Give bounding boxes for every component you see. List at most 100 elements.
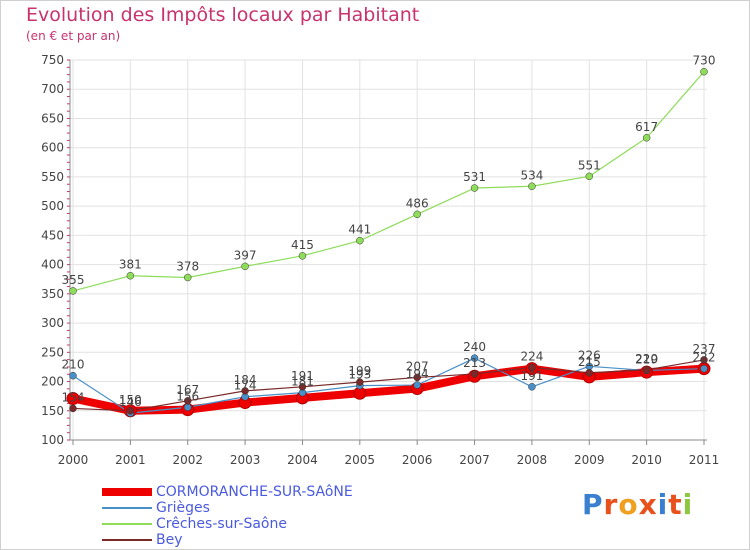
data-point [356, 378, 364, 386]
data-point [241, 387, 249, 395]
logo-letter: P [582, 488, 604, 521]
data-point [528, 383, 536, 391]
data-label: 224 [520, 350, 543, 364]
y-tick-label: 250 [41, 345, 64, 359]
data-label: 381 [119, 258, 142, 272]
chart-subtitle: (en € et par an) [26, 29, 121, 43]
data-point [69, 371, 77, 380]
data-label: 199 [348, 364, 371, 378]
data-label: 210 [62, 358, 85, 372]
series-line [72, 359, 705, 412]
x-tick-label: 2006 [402, 453, 433, 467]
x-tick-label: 2001 [115, 453, 146, 467]
data-point [69, 287, 77, 295]
series-line [72, 71, 705, 292]
data-label: 240 [463, 340, 486, 354]
data-point [470, 184, 479, 192]
data-point [413, 381, 421, 389]
x-tick-label: 2010 [631, 453, 662, 467]
data-label: 220 [635, 352, 658, 366]
series-line [72, 357, 705, 414]
data-label: 378 [176, 259, 199, 273]
data-point [69, 404, 77, 413]
y-tick-label: 150 [41, 404, 64, 418]
data-point [700, 67, 708, 76]
x-tick-label: 2008 [517, 453, 548, 467]
data-label: 222 [693, 351, 716, 365]
logo-letter: r [603, 488, 619, 521]
data-label: 617 [635, 120, 658, 134]
data-label: 730 [693, 54, 716, 68]
legend-label: CORMORANCHE-SUR-SAôNE [156, 484, 353, 500]
x-tick-label: 2002 [172, 453, 203, 467]
x-tick-label: 2009 [574, 453, 605, 467]
data-point [241, 262, 249, 271]
proxiti-logo: Proxiti [582, 488, 693, 521]
logo-letter: x [638, 488, 658, 521]
data-label: 156 [176, 389, 199, 403]
y-tick-label: 350 [41, 287, 64, 301]
data-point [183, 273, 192, 282]
x-tick-label: 2007 [459, 453, 490, 467]
data-point [585, 172, 594, 181]
data-label: 184 [234, 373, 257, 387]
data-label: 355 [62, 273, 85, 287]
legend-swatch [102, 523, 152, 525]
y-tick-label: 400 [41, 258, 64, 272]
data-label: 167 [176, 383, 199, 397]
x-tick-label: 2011 [689, 453, 720, 467]
legend-label: Grièges [156, 500, 210, 516]
data-label: 534 [520, 168, 543, 182]
data-point [700, 364, 708, 373]
data-label: 174 [234, 379, 257, 393]
data-label: 194 [406, 367, 429, 381]
data-label: 150 [119, 393, 142, 407]
data-point [126, 407, 135, 415]
y-tick-label: 100 [41, 433, 64, 447]
data-label: 154 [62, 390, 85, 404]
legend: CORMORANCHE-SUR-SAôNE Grièges Crêches-sur-… [102, 484, 353, 548]
y-tick-label: 500 [41, 199, 64, 213]
legend-label: Bey [156, 532, 183, 548]
logo-letter: o [618, 488, 639, 521]
x-tick-label: 2004 [287, 453, 318, 467]
data-point [700, 356, 708, 364]
data-label: 531 [463, 170, 486, 184]
legend-swatch [102, 507, 152, 509]
y-tick-label: 700 [41, 82, 64, 96]
data-point [356, 236, 364, 245]
logo-letter: i [682, 488, 694, 521]
x-tick-label: 2003 [230, 453, 261, 467]
data-label: 191 [291, 369, 314, 383]
data-point [470, 354, 479, 362]
legend-item: Crêches-sur-Saône [102, 516, 353, 532]
data-label: 226 [578, 348, 601, 362]
data-point [470, 370, 479, 378]
data-point [126, 271, 135, 280]
legend-swatch [102, 539, 152, 541]
data-point [298, 383, 307, 391]
data-label: 486 [406, 196, 429, 210]
legend-swatch [102, 488, 152, 496]
data-point [528, 182, 536, 191]
data-label: 215 [578, 355, 601, 369]
data-point [528, 363, 536, 372]
data-point [642, 134, 651, 142]
chart-title: Evolution des Impôts locaux par Habitant [26, 4, 420, 26]
data-point [413, 210, 421, 219]
legend-label: Crêches-sur-Saône [156, 516, 287, 532]
data-label: 146 [119, 395, 142, 409]
data-label: 207 [406, 359, 429, 373]
data-label: 193 [348, 368, 371, 382]
data-label: 181 [291, 375, 314, 389]
data-point [183, 397, 192, 405]
legend-item: Bey [102, 532, 353, 548]
logo-letter: i [657, 488, 669, 521]
data-label: 551 [578, 158, 601, 172]
data-label: 191 [520, 369, 543, 383]
data-label: 219 [635, 352, 658, 366]
data-point [66, 391, 80, 405]
data-point [413, 373, 421, 382]
series-line [69, 364, 708, 415]
